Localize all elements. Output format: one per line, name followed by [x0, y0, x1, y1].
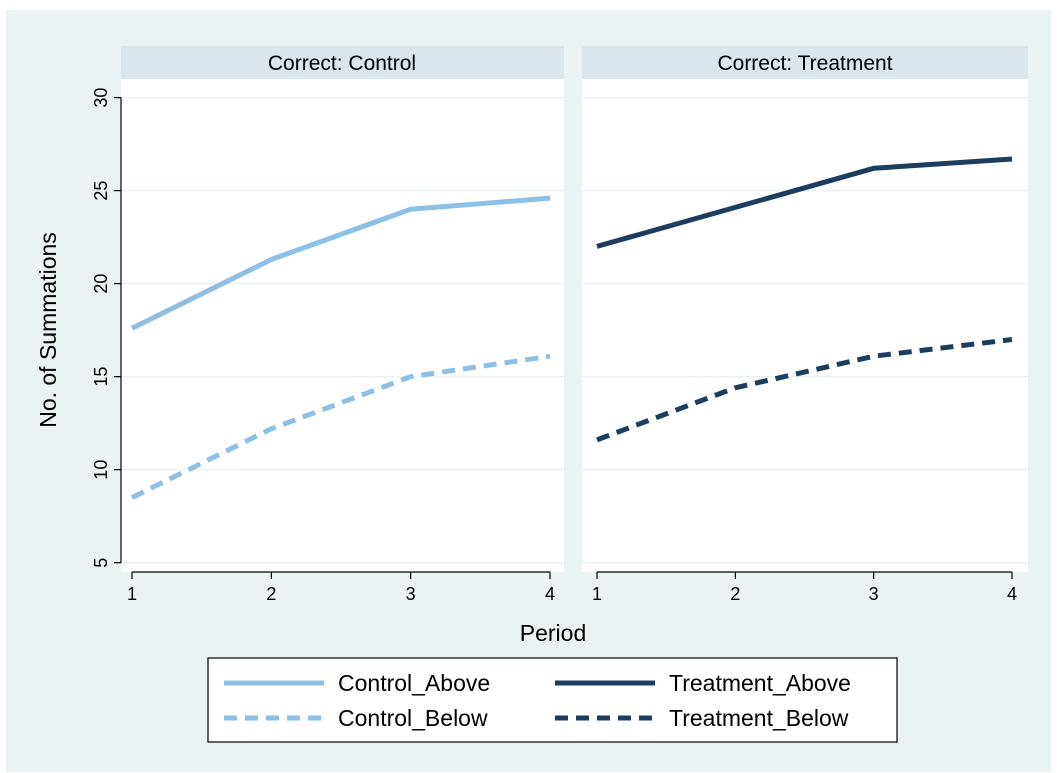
panel-title-control: Correct: Control: [268, 52, 416, 75]
panel-strip-control: [121, 46, 564, 79]
series-line-treatment-below: [596, 337, 1013, 443]
legend-box: [207, 657, 898, 743]
legend: Control_Above Treatment_Above Control_Belo…: [224, 670, 851, 731]
axes-layer: 5 10 15 20 25 30 1 2 3 4 1 2 3 4: [91, 88, 1017, 604]
y-tick-label: 25: [91, 181, 111, 201]
legend-label: Treatment_Above: [669, 670, 851, 696]
series-layer: [130, 156, 1013, 500]
y-tick-label: 20: [91, 274, 111, 294]
y-tick-label: 15: [91, 367, 111, 387]
x-tick-label: 4: [545, 584, 555, 604]
panel-strip-treatment: [582, 46, 1028, 79]
y-tick-label: 30: [91, 88, 111, 108]
plot-area-treatment: [582, 79, 1028, 572]
legend-label: Control_Below: [338, 705, 488, 731]
y-tick-label: 5: [91, 558, 111, 568]
series-line-control-above: [130, 195, 551, 331]
x-tick-label: 1: [592, 584, 602, 604]
x-tick-label: 4: [1007, 584, 1017, 604]
x-tick-label: 1: [127, 584, 137, 604]
x-tick-label: 2: [730, 584, 740, 604]
x-tick-label: 3: [406, 584, 416, 604]
y-tick-label: 10: [91, 460, 111, 480]
panel-title-treatment: Correct: Treatment: [717, 52, 892, 75]
legend-label: Treatment_Below: [669, 705, 849, 731]
legend-label: Control_Above: [338, 670, 490, 696]
grid-layer: [121, 96, 1028, 564]
x-tick-label: 3: [869, 584, 879, 604]
x-axis-title: Period: [520, 620, 586, 646]
y-axis-title: No. of Summations: [35, 232, 61, 428]
plot-area-control: [121, 79, 564, 572]
x-tick-label: 2: [266, 584, 276, 604]
series-line-treatment-above: [596, 156, 1013, 249]
